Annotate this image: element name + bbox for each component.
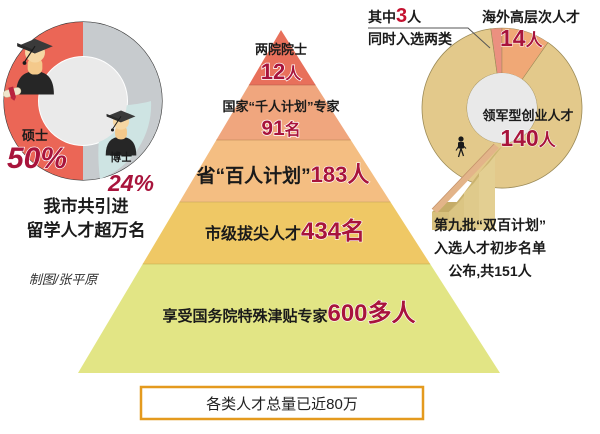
svg-text:公布,共151人: 公布,共151人 (448, 263, 532, 279)
svg-text:制图/张平原: 制图/张平原 (29, 272, 100, 287)
svg-text:硕士: 硕士 (22, 128, 48, 143)
svg-text:各类人才总量已近80万: 各类人才总量已近80万 (206, 396, 358, 413)
svg-text:博士: 博士 (110, 150, 132, 164)
svg-text:50%: 50% (7, 142, 67, 175)
svg-text:第九批“双百计划”: 第九批“双百计划” (434, 217, 546, 233)
svg-text:两院院士: 两院院士 (255, 42, 307, 57)
svg-text:省“百人计划”183人: 省“百人计划”183人 (196, 162, 370, 187)
svg-text:入选人才初步名单: 入选人才初步名单 (434, 240, 546, 256)
svg-text:海外高层次人才: 海外高层次人才 (482, 9, 580, 25)
svg-text:我市共引进: 我市共引进 (44, 196, 129, 216)
svg-text:14人: 14人 (500, 25, 544, 51)
svg-text:其中3人: 其中3人 (368, 5, 422, 27)
svg-text:24%: 24% (107, 170, 154, 196)
svg-text:领军型创业人才: 领军型创业人才 (482, 108, 573, 123)
svg-text:同时入选两类: 同时入选两类 (368, 31, 453, 47)
svg-text:留学人才超万名: 留学人才超万名 (27, 220, 146, 240)
svg-text:国家“千人计划”专家: 国家“千人计划”专家 (222, 99, 340, 114)
